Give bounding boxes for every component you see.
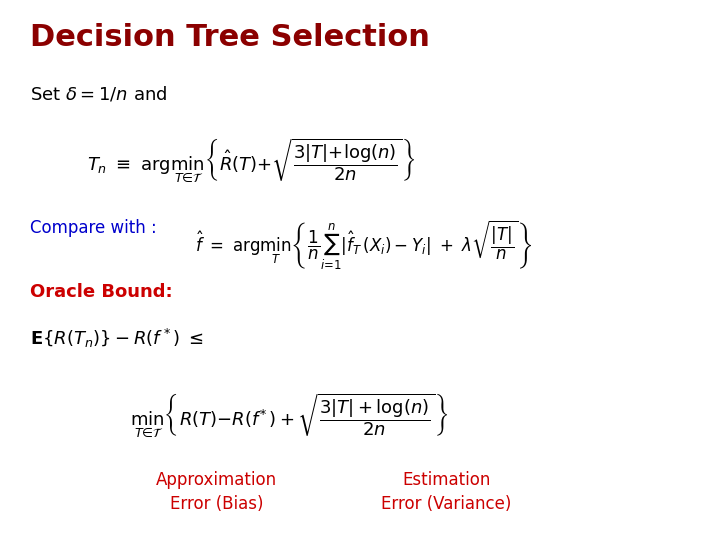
Text: Oracle Bound:: Oracle Bound: — [30, 284, 173, 301]
Text: Set $\delta = 1/n$ and: Set $\delta = 1/n$ and — [30, 85, 167, 104]
Text: $\min_{T \in \mathcal{T}} \left\{ R(T) - R(f^*) + \sqrt{\dfrac{3|T| + \log(n)}{2: $\min_{T \in \mathcal{T}} \left\{ R(T) -… — [130, 391, 449, 439]
Text: $\mathbf{E}\{R(T_n)\} - R(f^*) \ \leq$: $\mathbf{E}\{R(T_n)\} - R(f^*) \ \leq$ — [30, 326, 204, 349]
Text: Decision Tree Selection: Decision Tree Selection — [30, 23, 430, 52]
Text: $\hat{f} \ = \ \mathrm{arg}\min_{T} \left\{ \dfrac{1}{n} \sum_{i=1}^{n} |\hat{f}: $\hat{f} \ = \ \mathrm{arg}\min_{T} \lef… — [195, 219, 533, 272]
Text: Approximation
Error (Bias): Approximation Error (Bias) — [156, 471, 277, 513]
Text: Estimation
Error (Variance): Estimation Error (Variance) — [381, 471, 511, 513]
Text: Compare with :: Compare with : — [30, 219, 162, 237]
Text: $T_n \ \equiv \ \mathrm{arg}\min_{T \in \mathcal{T}} \left\{ \hat{R}(T) + \sqrt{: $T_n \ \equiv \ \mathrm{arg}\min_{T \in … — [87, 136, 416, 184]
